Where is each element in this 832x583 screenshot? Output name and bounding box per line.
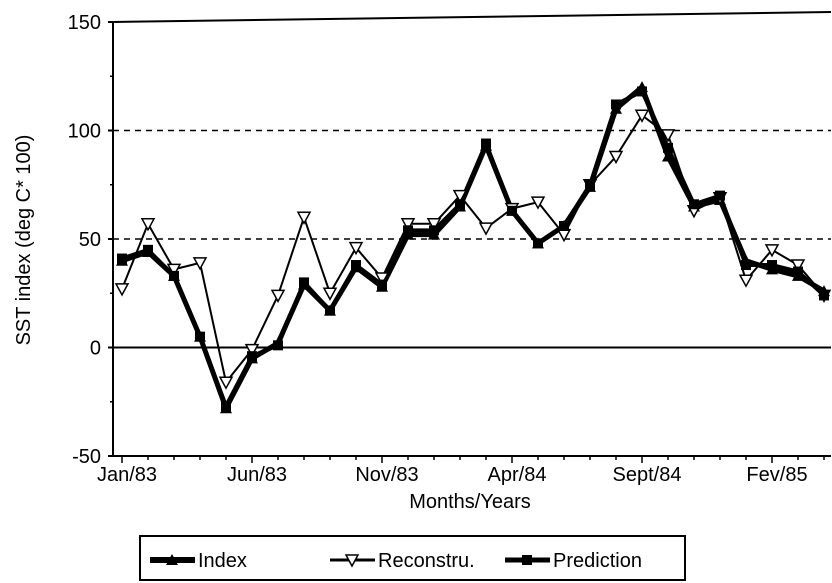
data-point	[689, 199, 699, 210]
data-point	[429, 225, 439, 236]
x-tick-label: Jun/83	[227, 464, 287, 486]
y-tick-label: 100	[68, 121, 101, 143]
series-line	[121, 84, 826, 411]
legend-label: Reconstru.	[378, 550, 475, 572]
data-point	[143, 244, 153, 255]
data-point	[530, 196, 546, 210]
legend-marker	[166, 554, 178, 565]
data-point	[270, 289, 286, 303]
data-point	[608, 150, 624, 165]
data-point	[764, 244, 780, 258]
data-point	[322, 287, 338, 301]
data-point	[348, 241, 364, 256]
x-tick-label: Sept/84	[613, 464, 682, 486]
data-point	[426, 218, 442, 232]
x-axis-label: Months/Years	[409, 491, 531, 513]
data-point	[377, 279, 387, 290]
data-point	[117, 253, 127, 264]
data-point	[634, 109, 650, 123]
legend-label: Index	[198, 550, 247, 572]
legend-marker	[344, 554, 360, 568]
series-line	[121, 89, 826, 409]
y-tick-label: -50	[72, 446, 101, 468]
data-point	[351, 260, 361, 271]
data-point	[273, 340, 283, 351]
data-point	[793, 266, 803, 277]
data-point	[140, 218, 156, 232]
data-point	[114, 283, 130, 297]
data-point	[195, 331, 205, 342]
data-point	[455, 199, 465, 210]
data-point	[819, 290, 829, 301]
data-point	[452, 189, 468, 204]
data-point	[738, 274, 754, 288]
data-point	[715, 190, 725, 201]
data-point	[481, 138, 491, 149]
x-tick-label: Fev/85	[746, 464, 807, 486]
data-point	[247, 351, 257, 362]
x-tick-label: Jan/83	[97, 464, 157, 486]
data-point	[166, 263, 182, 277]
data-point	[741, 260, 751, 271]
legend-marker	[522, 555, 532, 565]
data-point	[296, 211, 312, 225]
data-point	[244, 343, 260, 358]
data-point	[374, 272, 390, 286]
data-point	[611, 99, 621, 110]
data-point	[637, 86, 647, 97]
data-point	[325, 305, 335, 316]
data-point	[400, 218, 416, 232]
x-tick-label: Apr/84	[488, 464, 547, 486]
data-point	[662, 150, 674, 162]
data-point	[221, 401, 231, 412]
y-tick-label: 150	[68, 12, 101, 34]
y-tick-label: 50	[79, 229, 101, 251]
data-point	[660, 129, 676, 143]
data-point	[507, 205, 517, 216]
data-point	[299, 277, 309, 288]
top-border	[112, 11, 832, 23]
data-point	[663, 142, 673, 153]
data-point	[559, 220, 569, 231]
data-point	[169, 270, 179, 281]
data-point	[585, 179, 595, 190]
data-point	[218, 376, 234, 390]
legend-box	[139, 535, 686, 581]
y-axis-label: SST index (deg C* 100)	[13, 135, 35, 346]
data-point	[767, 260, 777, 271]
data-point	[790, 259, 806, 273]
data-point	[192, 257, 208, 271]
data-point	[478, 222, 494, 236]
legend-label: Prediction	[553, 550, 642, 572]
data-point	[533, 238, 543, 249]
y-tick-label: 0	[90, 338, 101, 360]
data-point	[403, 225, 413, 236]
series-line	[121, 114, 825, 384]
x-tick-label: Nov/83	[355, 464, 418, 486]
